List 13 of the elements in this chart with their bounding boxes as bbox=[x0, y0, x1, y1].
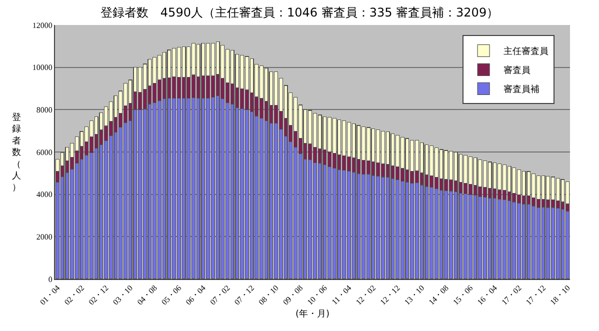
y-axis-title: 登録者数（人） bbox=[12, 112, 21, 194]
y-tick-label: 6000 bbox=[36, 148, 52, 157]
y-tick-label: 0 bbox=[48, 274, 52, 284]
y-tick-label: 2000 bbox=[36, 232, 52, 242]
legend-label: 審査員 bbox=[504, 65, 531, 76]
y-tick-label: 10000 bbox=[32, 63, 52, 72]
chart-title: 登録者数 4590人（主任審査員：1046 審査員：335 審査員補：3209） bbox=[100, 6, 499, 20]
legend-label: 主任審査員 bbox=[504, 46, 549, 58]
legend-label: 審査員補 bbox=[504, 84, 540, 96]
x-axis-title: (年・月) bbox=[295, 308, 330, 320]
y-tick-label: 12000 bbox=[32, 20, 52, 30]
y-tick-label: 4000 bbox=[36, 190, 52, 200]
y-tick-label: 8000 bbox=[36, 105, 52, 114]
